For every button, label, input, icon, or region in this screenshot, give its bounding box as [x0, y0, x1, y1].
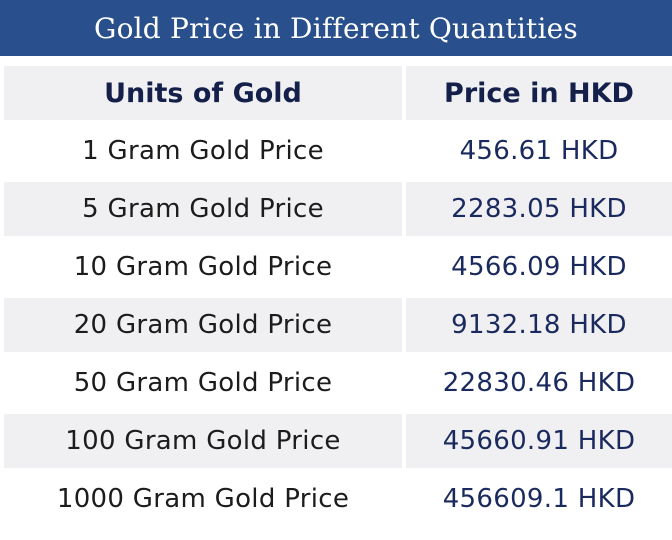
table-row: 5 Gram Gold Price 2283.05 HKD	[4, 182, 672, 236]
gold-price-table: Units of Gold Price in HKD 1 Gram Gold P…	[0, 62, 672, 530]
column-header-price: Price in HKD	[406, 66, 672, 120]
column-header-units: Units of Gold	[4, 66, 402, 120]
unit-cell: 5 Gram Gold Price	[4, 182, 402, 236]
page-title: Gold Price in Different Quantities	[0, 0, 672, 56]
price-cell: 4566.09 HKD	[406, 240, 672, 294]
table-row: 20 Gram Gold Price 9132.18 HKD	[4, 298, 672, 352]
table-row: 10 Gram Gold Price 4566.09 HKD	[4, 240, 672, 294]
table-header-row: Units of Gold Price in HKD	[4, 66, 672, 120]
unit-cell: 10 Gram Gold Price	[4, 240, 402, 294]
price-cell: 45660.91 HKD	[406, 414, 672, 468]
price-cell: 456.61 HKD	[406, 124, 672, 178]
table-row: 1 Gram Gold Price 456.61 HKD	[4, 124, 672, 178]
table-row: 1000 Gram Gold Price 456609.1 HKD	[4, 472, 672, 526]
unit-cell: 1000 Gram Gold Price	[4, 472, 402, 526]
table-row: 100 Gram Gold Price 45660.91 HKD	[4, 414, 672, 468]
price-cell: 2283.05 HKD	[406, 182, 672, 236]
price-cell: 456609.1 HKD	[406, 472, 672, 526]
unit-cell: 100 Gram Gold Price	[4, 414, 402, 468]
unit-cell: 20 Gram Gold Price	[4, 298, 402, 352]
price-cell: 22830.46 HKD	[406, 356, 672, 410]
table-row: 50 Gram Gold Price 22830.46 HKD	[4, 356, 672, 410]
price-cell: 9132.18 HKD	[406, 298, 672, 352]
unit-cell: 1 Gram Gold Price	[4, 124, 402, 178]
unit-cell: 50 Gram Gold Price	[4, 356, 402, 410]
